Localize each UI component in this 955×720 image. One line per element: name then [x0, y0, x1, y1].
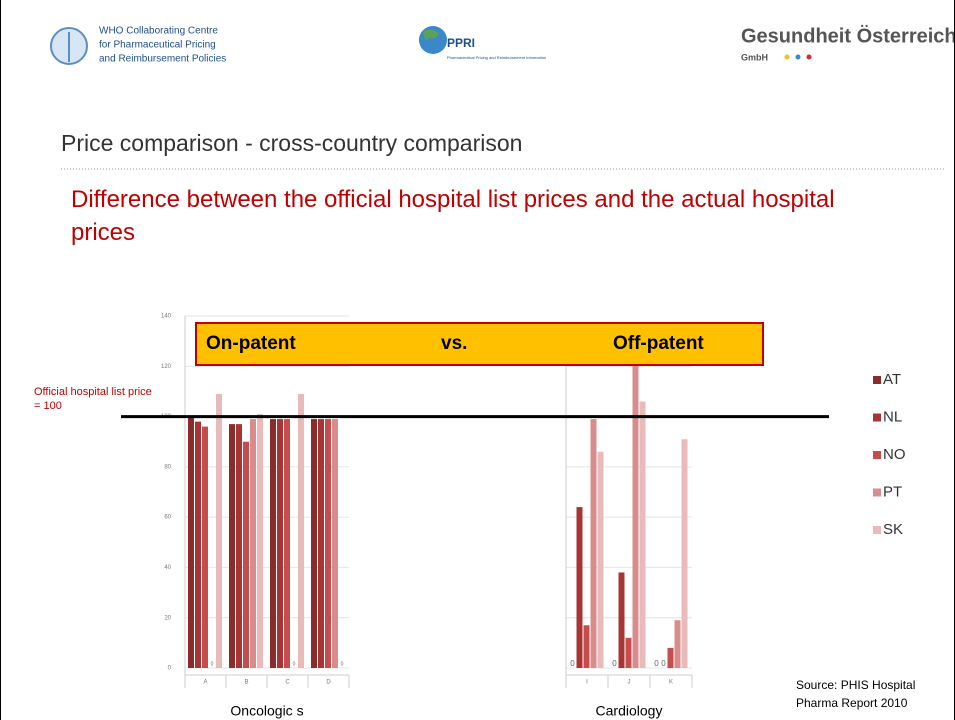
y-tick-label: 80	[164, 464, 171, 470]
who-logo	[50, 27, 88, 65]
legend-swatch	[873, 376, 881, 384]
value-label: 0	[341, 661, 344, 667]
bar	[618, 572, 625, 668]
bar	[632, 361, 639, 668]
bar	[195, 421, 201, 668]
bar	[216, 393, 222, 668]
who-text: and Reimbursement Policies	[99, 54, 226, 65]
bar	[590, 419, 597, 668]
bar	[229, 424, 235, 668]
legend-swatch	[873, 488, 881, 497]
group-label: Cardiology	[596, 703, 663, 719]
value-label: 0	[570, 659, 575, 668]
bar	[188, 416, 194, 668]
banner-text: Off-patent	[613, 333, 704, 354]
annotation: Official hospital list price = 100	[34, 386, 152, 412]
banner-text: vs.	[441, 333, 467, 354]
x-tick-label: B	[244, 680, 248, 686]
who-text: WHO Collaborating Centre	[99, 26, 218, 37]
x-tick-label: D	[326, 680, 331, 686]
y-tick-label: 20	[164, 615, 171, 621]
x-tick-label: J	[628, 680, 631, 686]
x-tick-label: A	[203, 680, 207, 686]
y-tick-label: 140	[161, 314, 172, 320]
legend-label: NO	[883, 446, 906, 463]
banner-text: On-patent	[206, 333, 296, 354]
bar	[639, 401, 646, 668]
legend-label: AT	[883, 371, 901, 388]
bar	[250, 419, 256, 668]
y-tick-label: 40	[164, 565, 171, 571]
ppri-land	[423, 29, 439, 40]
bar	[597, 451, 604, 668]
legend-swatch	[873, 526, 881, 534]
y-tick-label: 0	[168, 666, 172, 672]
bar	[325, 419, 331, 668]
bar	[674, 620, 681, 668]
legend-swatch	[873, 413, 881, 422]
banner	[195, 322, 764, 366]
bar	[576, 507, 583, 668]
goeg-sub: GmbH	[741, 52, 768, 62]
value-label: 0	[661, 659, 666, 668]
bar	[270, 419, 276, 668]
source: Source: PHIS Hospital Pharma Report 2010	[796, 678, 916, 710]
bar	[277, 419, 283, 668]
value-label: 0	[612, 659, 617, 668]
goeg-dot	[784, 54, 790, 60]
y-tick-label: 120	[161, 364, 172, 370]
goeg-text: Gesundheit Österreich	[741, 24, 954, 47]
value-label: 0	[293, 661, 296, 667]
bar	[583, 625, 590, 668]
goeg-dot	[795, 54, 801, 60]
who-text: for Pharmaceutical Pricing	[99, 40, 216, 51]
bar	[681, 439, 688, 668]
slide-title: Price comparison - cross-country compari…	[61, 130, 522, 156]
goeg-dot	[806, 54, 812, 60]
group-label: Oncologic s	[230, 703, 303, 719]
bar	[318, 419, 324, 668]
legend-swatch	[873, 451, 881, 459]
bar	[625, 637, 632, 668]
bar	[236, 424, 242, 668]
bar	[202, 426, 208, 668]
ppri-text: PPRI	[447, 36, 475, 50]
legend-label: NL	[883, 408, 902, 425]
x-tick-label: K	[669, 680, 673, 686]
heading: Difference between the official hospital…	[71, 186, 835, 246]
legend-label: SK	[883, 521, 903, 538]
x-tick-label: C	[285, 680, 290, 686]
x-tick-label: I	[586, 680, 588, 686]
ppri-sub: Pharmaceutical Pricing and Reimbursement…	[447, 55, 546, 60]
bar	[257, 414, 263, 668]
bar	[243, 441, 249, 668]
y-tick-label: 60	[164, 515, 171, 521]
legend-label: PT	[883, 483, 902, 500]
value-label: 0	[211, 661, 214, 667]
value-label: 0	[654, 659, 659, 668]
bar	[332, 419, 338, 668]
bar	[667, 647, 674, 668]
bar	[311, 419, 317, 668]
bar	[298, 393, 304, 668]
bar	[284, 419, 290, 668]
